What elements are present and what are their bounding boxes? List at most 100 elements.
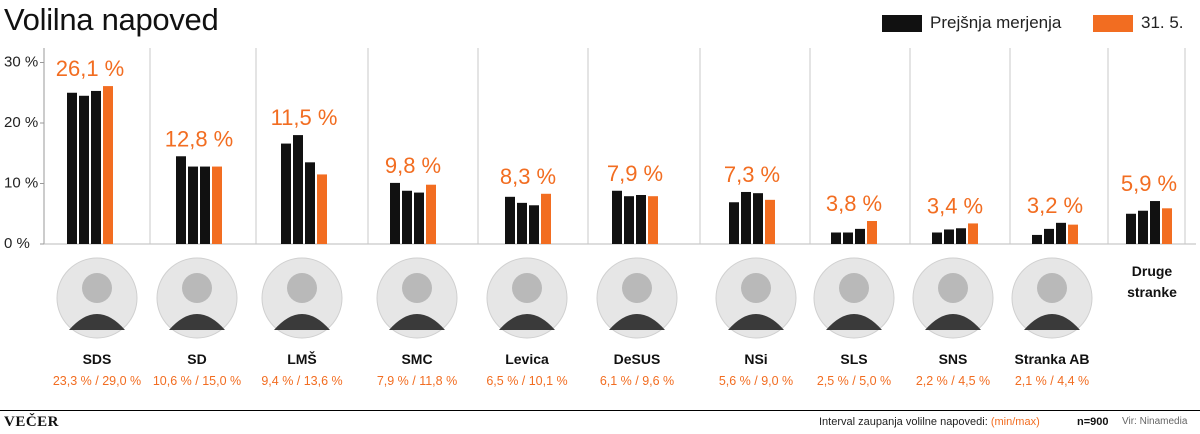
bar-previous: [1150, 201, 1160, 244]
portrait-body-icon: [389, 314, 445, 330]
bar-current: [426, 184, 436, 244]
bar-previous: [1056, 222, 1066, 244]
chart-area: 0 % 10 % 20 % 30 % 26,1 % SDS 23,3 % / 29,0 % 1…: [4, 48, 1196, 388]
portrait-head-icon: [402, 273, 432, 303]
party-name: Druge: [1132, 263, 1173, 279]
data-label: 3,4 %: [927, 193, 983, 218]
legend-label-current: 31. 5.: [1141, 13, 1184, 32]
bar-previous: [831, 232, 841, 244]
bar-previous: [956, 228, 966, 244]
bar-previous: [67, 92, 77, 244]
interval-note-label: Interval zaupanja volilne napovedi:: [819, 416, 988, 428]
party-name: Levica: [505, 351, 549, 367]
source-note: Vir: Ninamedia: [1122, 416, 1188, 427]
party-name: SD: [187, 351, 206, 367]
bar-previous: [1044, 228, 1054, 244]
party-name: Stranka AB: [1015, 351, 1090, 367]
bar-previous: [612, 190, 622, 244]
bar-previous: [305, 162, 315, 244]
data-label: 8,3 %: [500, 164, 556, 189]
party-interval: 2,2 % / 4,5 %: [916, 374, 990, 388]
y-tick-label: 30 %: [4, 54, 38, 71]
party-interval: 6,1 % / 9,6 %: [600, 374, 674, 388]
portrait-head-icon: [287, 273, 317, 303]
bar-previous: [1032, 234, 1042, 244]
data-label: 11,5 %: [271, 105, 338, 130]
party-interval: 23,3 % / 29,0 %: [53, 374, 141, 388]
portrait-body-icon: [925, 314, 981, 330]
party-name: DeSUS: [614, 351, 661, 367]
bar-previous: [753, 193, 763, 244]
bar-previous: [390, 182, 400, 244]
portrait-head-icon: [622, 273, 652, 303]
y-tick-label: 0 %: [4, 235, 30, 252]
bar-previous: [176, 156, 186, 244]
bar-previous: [414, 192, 424, 244]
bar-current: [1162, 208, 1172, 244]
portrait-body-icon: [169, 314, 225, 330]
legend-swatch-previous: [882, 14, 922, 32]
bar-current: [317, 174, 327, 244]
y-tick-label: 10 %: [4, 175, 38, 192]
footer-rule: [0, 410, 1200, 411]
bar-current: [648, 196, 658, 244]
portrait-head-icon: [741, 273, 771, 303]
portrait-head-icon: [512, 273, 542, 303]
data-label: 3,2 %: [1027, 193, 1083, 218]
party-interval: 9,4 % / 13,6 %: [261, 374, 342, 388]
bar-previous: [281, 143, 291, 244]
party-name: NSi: [744, 351, 767, 367]
data-label: 9,8 %: [385, 153, 441, 178]
party-interval: 5,6 % / 9,0 %: [719, 374, 793, 388]
bar-current: [765, 199, 775, 244]
bar-previous: [636, 194, 646, 244]
bar-current: [541, 193, 551, 244]
bar-previous: [944, 229, 954, 244]
brand-logo: VEČER: [4, 414, 60, 430]
portrait-head-icon: [82, 273, 112, 303]
bar-previous: [529, 205, 539, 244]
bar-current: [968, 223, 978, 244]
party-name: stranke: [1127, 284, 1177, 300]
party-name: SDS: [83, 351, 112, 367]
bar-previous: [79, 95, 89, 245]
data-label: 7,9 %: [607, 161, 663, 186]
bar-previous: [843, 232, 853, 244]
portrait-body-icon: [1024, 314, 1080, 330]
bar-previous: [1126, 213, 1136, 244]
legend-label-previous: Prejšnja merjenja: [930, 13, 1062, 32]
bar-previous: [505, 196, 515, 244]
bar-current: [1068, 224, 1078, 244]
party-name: LMŠ: [287, 350, 317, 367]
portrait-head-icon: [1037, 273, 1067, 303]
portrait-body-icon: [69, 314, 125, 330]
data-label: 5,9 %: [1121, 171, 1177, 196]
bar-previous: [188, 166, 198, 244]
portrait-body-icon: [274, 314, 330, 330]
bar-previous: [741, 191, 751, 244]
portrait-head-icon: [839, 273, 869, 303]
interval-note: Interval zaupanja volilne napovedi: (min…: [819, 416, 1040, 428]
bar-previous: [855, 228, 865, 244]
chart-title: Volilna napoved: [4, 2, 219, 37]
party-name: SLS: [840, 351, 867, 367]
data-label: 12,8 %: [165, 126, 234, 151]
party-interval: 6,5 % / 10,1 %: [486, 374, 567, 388]
party-interval: 7,9 % / 11,8 %: [377, 374, 457, 388]
bar-current: [103, 86, 113, 244]
bar-previous: [624, 196, 634, 244]
bar-previous: [402, 190, 412, 244]
party-interval: 2,1 % / 4,4 %: [1015, 374, 1089, 388]
bar-current: [867, 221, 877, 244]
party-name: SNS: [939, 351, 968, 367]
portrait-head-icon: [938, 273, 968, 303]
bar-previous: [91, 90, 101, 244]
bar-previous: [1138, 210, 1148, 244]
data-label: 3,8 %: [826, 191, 882, 216]
legend-swatch-current: [1093, 14, 1133, 32]
sample-size: n=900: [1077, 416, 1109, 428]
bar-previous: [932, 232, 942, 244]
portrait-body-icon: [728, 314, 784, 330]
party-interval: 2,5 % / 5,0 %: [817, 374, 891, 388]
bar-previous: [293, 135, 303, 244]
